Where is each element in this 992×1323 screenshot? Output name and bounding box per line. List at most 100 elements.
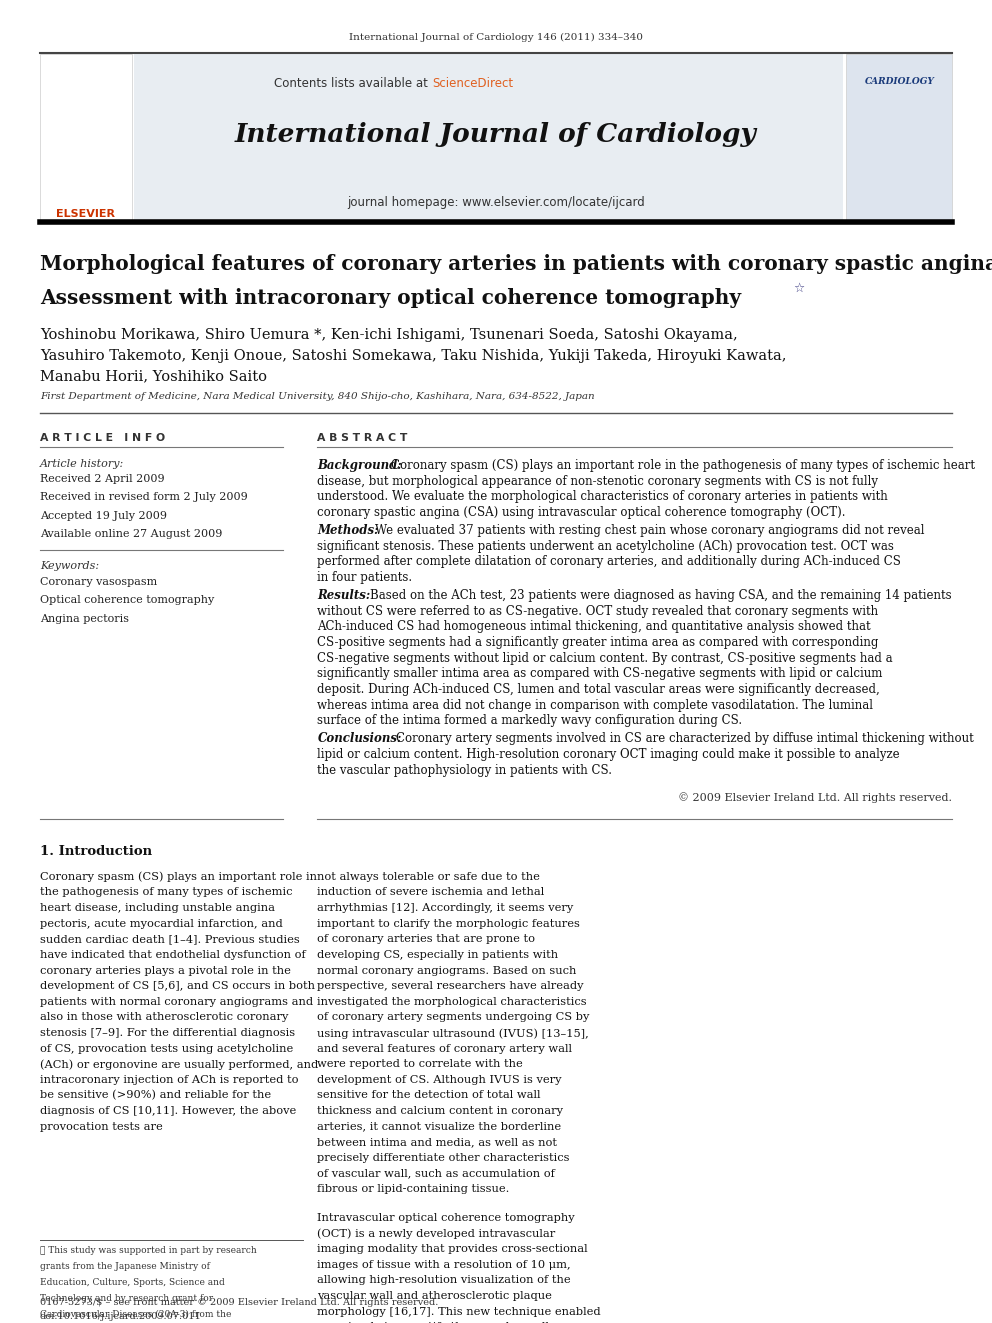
Text: Technology and by research grant for: Technology and by research grant for: [40, 1294, 213, 1303]
Text: perspective, several researchers have already: perspective, several researchers have al…: [317, 982, 584, 991]
Text: of vascular wall, such as accumulation of: of vascular wall, such as accumulation o…: [317, 1168, 556, 1179]
Text: grants from the Japanese Ministry of: grants from the Japanese Ministry of: [40, 1262, 209, 1271]
Text: investigated the morphological characteristics: investigated the morphological character…: [317, 996, 587, 1007]
Text: allowing high-resolution visualization of the: allowing high-resolution visualization o…: [317, 1275, 571, 1286]
Text: between intima and media, as well as not: between intima and media, as well as not: [317, 1138, 558, 1147]
Text: normal coronary angiograms. Based on such: normal coronary angiograms. Based on suc…: [317, 966, 576, 975]
Text: images of tissue with a resolution of 10 μm,: images of tissue with a resolution of 10…: [317, 1259, 571, 1270]
Text: whereas intima area did not change in comparison with complete vasodilatation. T: whereas intima area did not change in co…: [317, 699, 873, 712]
Text: Cardiovascular Diseases (20A-3) from the: Cardiovascular Diseases (20A-3) from the: [40, 1310, 231, 1319]
Text: Angina pectoris: Angina pectoris: [40, 614, 129, 624]
Text: performed after complete dilatation of coronary arteries, and additionally durin: performed after complete dilatation of c…: [317, 556, 902, 569]
Text: provocation tests are: provocation tests are: [40, 1122, 163, 1131]
Text: in four patients.: in four patients.: [317, 572, 413, 583]
Text: significantly smaller intima area as compared with CS-negative segments with lip: significantly smaller intima area as com…: [317, 667, 883, 680]
Text: © 2009 Elsevier Ireland Ltd. All rights reserved.: © 2009 Elsevier Ireland Ltd. All rights …: [679, 792, 952, 803]
Text: ACh-induced CS had homogeneous intimal thickening, and quantitative analysis sho: ACh-induced CS had homogeneous intimal t…: [317, 620, 871, 634]
Text: using intravascular ultrasound (IVUS) [13–15],: using intravascular ultrasound (IVUS) [1…: [317, 1028, 589, 1039]
Text: and several features of coronary artery wall: and several features of coronary artery …: [317, 1044, 572, 1053]
Text: Yasuhiro Takemoto, Kenji Onoue, Satoshi Somekawa, Taku Nishida, Yukiji Takeda, H: Yasuhiro Takemoto, Kenji Onoue, Satoshi …: [40, 349, 787, 364]
Text: Article history:: Article history:: [40, 459, 124, 470]
Text: (ACh) or ergonovine are usually performed, and: (ACh) or ergonovine are usually performe…: [40, 1060, 317, 1070]
Text: were reported to correlate with the: were reported to correlate with the: [317, 1060, 523, 1069]
Text: Based on the ACh test, 23 patients were diagnosed as having CSA, and the remaini: Based on the ACh test, 23 patients were …: [370, 589, 951, 602]
Text: of coronary arteries that are prone to: of coronary arteries that are prone to: [317, 934, 536, 945]
Text: 0167-5273/$ – see front matter © 2009 Elsevier Ireland Ltd. All rights reserved.: 0167-5273/$ – see front matter © 2009 El…: [40, 1298, 438, 1307]
Text: Coronary artery segments involved in CS are characterized by diffuse intimal thi: Coronary artery segments involved in CS …: [396, 733, 973, 745]
Text: coronary spastic angina (CSA) using intravascular optical coherence tomography (: coronary spastic angina (CSA) using intr…: [317, 505, 846, 519]
Text: development of CS [5,6], and CS occurs in both: development of CS [5,6], and CS occurs i…: [40, 982, 314, 991]
Text: Intravascular optical coherence tomography: Intravascular optical coherence tomograp…: [317, 1213, 575, 1222]
Text: Optical coherence tomography: Optical coherence tomography: [40, 595, 214, 606]
Text: Received in revised form 2 July 2009: Received in revised form 2 July 2009: [40, 492, 247, 503]
Text: CS-positive segments had a significantly greater intima area as compared with co: CS-positive segments had a significantly…: [317, 636, 879, 650]
Text: Education, Culture, Sports, Science and: Education, Culture, Sports, Science and: [40, 1278, 224, 1287]
Text: sudden cardiac death [1–4]. Previous studies: sudden cardiac death [1–4]. Previous stu…: [40, 934, 300, 945]
Text: stenosis [7–9]. For the differential diagnosis: stenosis [7–9]. For the differential dia…: [40, 1028, 295, 1039]
Text: We evaluated 37 patients with resting chest pain whose coronary angiograms did n: We evaluated 37 patients with resting ch…: [375, 524, 925, 537]
Text: ☆ This study was supported in part by research: ☆ This study was supported in part by re…: [40, 1246, 256, 1256]
Text: Received 2 April 2009: Received 2 April 2009: [40, 474, 165, 484]
Text: induction of severe ischemia and lethal: induction of severe ischemia and lethal: [317, 888, 545, 897]
Text: Coronary vasospasm: Coronary vasospasm: [40, 577, 157, 587]
Text: development of CS. Although IVUS is very: development of CS. Although IVUS is very: [317, 1074, 561, 1085]
Text: deposit. During ACh-induced CS, lumen and total vascular areas were significantl: deposit. During ACh-induced CS, lumen an…: [317, 683, 880, 696]
Text: be sensitive (>90%) and reliable for the: be sensitive (>90%) and reliable for the: [40, 1090, 271, 1101]
Text: doi:10.1016/j.ijcard.2009.07.011: doi:10.1016/j.ijcard.2009.07.011: [40, 1312, 201, 1322]
Text: arrhythmias [12]. Accordingly, it seems very: arrhythmias [12]. Accordingly, it seems …: [317, 904, 573, 913]
Text: arteries, it cannot visualize the borderline: arteries, it cannot visualize the border…: [317, 1122, 561, 1131]
Text: Available online 27 August 2009: Available online 27 August 2009: [40, 529, 222, 540]
Text: significant stenosis. These patients underwent an acetylcholine (ACh) provocatio: significant stenosis. These patients und…: [317, 540, 895, 553]
Text: Manabu Horii, Yoshihiko Saito: Manabu Horii, Yoshihiko Saito: [40, 369, 267, 384]
Text: thickness and calcium content in coronary: thickness and calcium content in coronar…: [317, 1106, 563, 1117]
Text: important to clarify the morphologic features: important to clarify the morphologic fea…: [317, 918, 580, 929]
Text: Coronary spasm (CS) plays an important role in: Coronary spasm (CS) plays an important r…: [40, 872, 316, 882]
Text: Accepted 19 July 2009: Accepted 19 July 2009: [40, 511, 167, 521]
Text: CS-negative segments without lipid or calcium content. By contrast, CS-positive : CS-negative segments without lipid or ca…: [317, 652, 893, 664]
Text: intracoronary injection of ACh is reported to: intracoronary injection of ACh is report…: [40, 1074, 299, 1085]
Text: ScienceDirect: ScienceDirect: [433, 77, 514, 90]
Text: diagnosis of CS [10,11]. However, the above: diagnosis of CS [10,11]. However, the ab…: [40, 1106, 296, 1117]
Text: ☆: ☆: [794, 282, 805, 295]
Bar: [846, 54, 952, 222]
Text: First Department of Medicine, Nara Medical University, 840 Shijo-cho, Kashihara,: First Department of Medicine, Nara Medic…: [40, 392, 594, 401]
Text: have indicated that endothelial dysfunction of: have indicated that endothelial dysfunct…: [40, 950, 306, 960]
Text: Background:: Background:: [317, 459, 402, 472]
Text: disease, but morphological appearance of non-stenotic coronary segments with CS : disease, but morphological appearance of…: [317, 475, 879, 488]
Text: patients with normal coronary angiograms and: patients with normal coronary angiograms…: [40, 996, 312, 1007]
Text: precisely differentiate other characteristics: precisely differentiate other characteri…: [317, 1152, 570, 1163]
Text: Coronary spasm (CS) plays an important role in the pathogenesis of many types of: Coronary spasm (CS) plays an important r…: [391, 459, 975, 472]
Text: Keywords:: Keywords:: [40, 561, 99, 572]
Text: developing CS, especially in patients with: developing CS, especially in patients wi…: [317, 950, 558, 960]
Text: without CS were referred to as CS-negative. OCT study revealed that coronary seg: without CS were referred to as CS-negati…: [317, 605, 879, 618]
Text: (OCT) is a newly developed intravascular: (OCT) is a newly developed intravascular: [317, 1229, 556, 1240]
Text: imaging modality that provides cross-sectional: imaging modality that provides cross-sec…: [317, 1244, 588, 1254]
Text: A R T I C L E   I N F O: A R T I C L E I N F O: [40, 433, 165, 443]
Text: Methods:: Methods:: [317, 524, 379, 537]
Text: Morphological features of coronary arteries in patients with coronary spastic an: Morphological features of coronary arter…: [40, 254, 992, 274]
Text: of CS, provocation tests using acetylcholine: of CS, provocation tests using acetylcho…: [40, 1044, 293, 1053]
Text: vascular wall and atherosclerotic plaque: vascular wall and atherosclerotic plaque: [317, 1291, 553, 1301]
Text: the vascular pathophysiology in patients with CS.: the vascular pathophysiology in patients…: [317, 763, 612, 777]
Text: fibrous or lipid-containing tissue.: fibrous or lipid-containing tissue.: [317, 1184, 510, 1195]
Bar: [134, 54, 843, 222]
Text: ELSEVIER: ELSEVIER: [56, 209, 115, 220]
Text: understood. We evaluate the morphological characteristics of coronary arteries i: understood. We evaluate the morphologica…: [317, 491, 888, 503]
Text: also in those with atherosclerotic coronary: also in those with atherosclerotic coron…: [40, 1012, 288, 1023]
Text: International Journal of Cardiology: International Journal of Cardiology: [235, 122, 757, 147]
Text: surface of the intima formed a markedly wavy configuration during CS.: surface of the intima formed a markedly …: [317, 714, 743, 728]
Text: not always tolerable or safe due to the: not always tolerable or safe due to the: [317, 872, 541, 882]
Text: morphology [16,17]. This new technique enabled: morphology [16,17]. This new technique e…: [317, 1307, 601, 1316]
Text: International Journal of Cardiology 146 (2011) 334–340: International Journal of Cardiology 146 …: [349, 33, 643, 42]
Text: 1. Introduction: 1. Introduction: [40, 845, 152, 859]
Text: of coronary artery segments undergoing CS by: of coronary artery segments undergoing C…: [317, 1012, 590, 1023]
Bar: [40, 54, 132, 222]
Text: Contents lists available at: Contents lists available at: [274, 77, 432, 90]
Text: coronary arteries plays a pivotal role in the: coronary arteries plays a pivotal role i…: [40, 966, 291, 975]
Text: A B S T R A C T: A B S T R A C T: [317, 433, 408, 443]
Text: lipid or calcium content. High-resolution coronary OCT imaging could make it pos: lipid or calcium content. High-resolutio…: [317, 747, 900, 761]
Text: heart disease, including unstable angina: heart disease, including unstable angina: [40, 904, 275, 913]
Text: journal homepage: www.elsevier.com/locate/ijcard: journal homepage: www.elsevier.com/locat…: [347, 196, 645, 209]
Text: Results:: Results:: [317, 589, 371, 602]
Text: Yoshinobu Morikawa, Shiro Uemura *, Ken-ichi Ishigami, Tsunenari Soeda, Satoshi : Yoshinobu Morikawa, Shiro Uemura *, Ken-…: [40, 328, 737, 343]
